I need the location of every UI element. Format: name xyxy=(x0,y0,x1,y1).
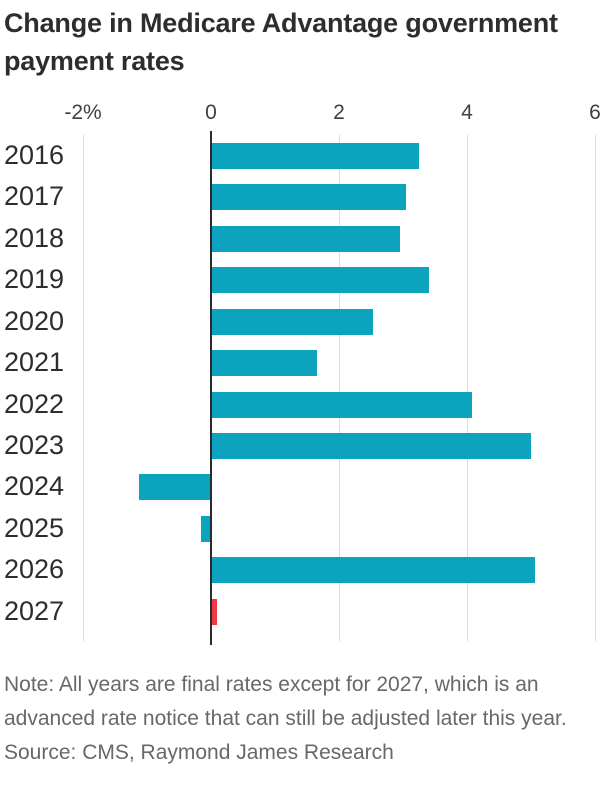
note-text: Note: All years are final rates except f… xyxy=(4,673,567,730)
bar-row-2016: 2016 xyxy=(0,139,600,170)
source-text: Source: CMS, Raymond James Research xyxy=(4,741,394,764)
year-label-2021: 2021 xyxy=(4,347,65,378)
bar-row-2017: 2017 xyxy=(0,181,600,212)
x-tick-2: 2 xyxy=(333,101,345,124)
bar-row-2021: 2021 xyxy=(0,347,600,378)
bar-2026 xyxy=(211,557,535,584)
bar-2022 xyxy=(211,391,473,418)
bar-2025 xyxy=(200,515,211,542)
bar-row-2023: 2023 xyxy=(0,429,600,460)
x-tick-6: 6 xyxy=(589,101,600,124)
bar-2021 xyxy=(211,350,318,377)
bar-row-2019: 2019 xyxy=(0,264,600,295)
x-tick--2: -2% xyxy=(64,101,102,124)
year-label-2022: 2022 xyxy=(4,388,65,419)
x-axis: -2% 0 2 4 6 xyxy=(0,101,600,127)
year-label-2019: 2019 xyxy=(4,264,65,295)
bar-row-2022: 2022 xyxy=(0,388,600,419)
bar-row-2018: 2018 xyxy=(0,222,600,253)
year-label-2017: 2017 xyxy=(4,181,65,212)
bar-row-2020: 2020 xyxy=(0,305,600,336)
chart-title: Change in Medicare Advantage government … xyxy=(4,8,558,76)
bar-2018 xyxy=(211,225,400,252)
year-label-2020: 2020 xyxy=(4,305,65,336)
zero-axis-line xyxy=(210,131,212,645)
bar-2027 xyxy=(211,598,218,625)
x-tick-0: 0 xyxy=(205,101,217,124)
bar-2024 xyxy=(139,474,211,501)
bar-row-2025: 2025 xyxy=(0,512,600,543)
bar-2019 xyxy=(211,267,429,294)
bar-row-2027: 2027 xyxy=(0,595,600,626)
year-label-2023: 2023 xyxy=(4,429,65,460)
x-tick-4: 4 xyxy=(461,101,473,124)
bar-2016 xyxy=(211,143,419,169)
year-label-2024: 2024 xyxy=(4,471,65,502)
bar-2023 xyxy=(211,432,531,459)
bar-2020 xyxy=(211,308,373,335)
gridline xyxy=(339,135,340,641)
footnote: Note: All years are final rates except f… xyxy=(4,668,592,770)
gridline xyxy=(467,135,468,641)
year-label-2025: 2025 xyxy=(4,512,65,543)
bar-row-2024: 2024 xyxy=(0,471,600,502)
year-label-2026: 2026 xyxy=(4,554,65,585)
plot-area: 2016 2017 2018 2019 2020 2021 2022 2023 2024 2025… xyxy=(0,131,600,645)
gridline xyxy=(83,135,84,641)
year-label-2027: 2027 xyxy=(4,595,65,626)
year-label-2016: 2016 xyxy=(4,139,65,170)
bar-row-2026: 2026 xyxy=(0,554,600,585)
bar-2017 xyxy=(211,184,407,211)
year-label-2018: 2018 xyxy=(4,222,65,253)
gridline xyxy=(595,135,596,641)
